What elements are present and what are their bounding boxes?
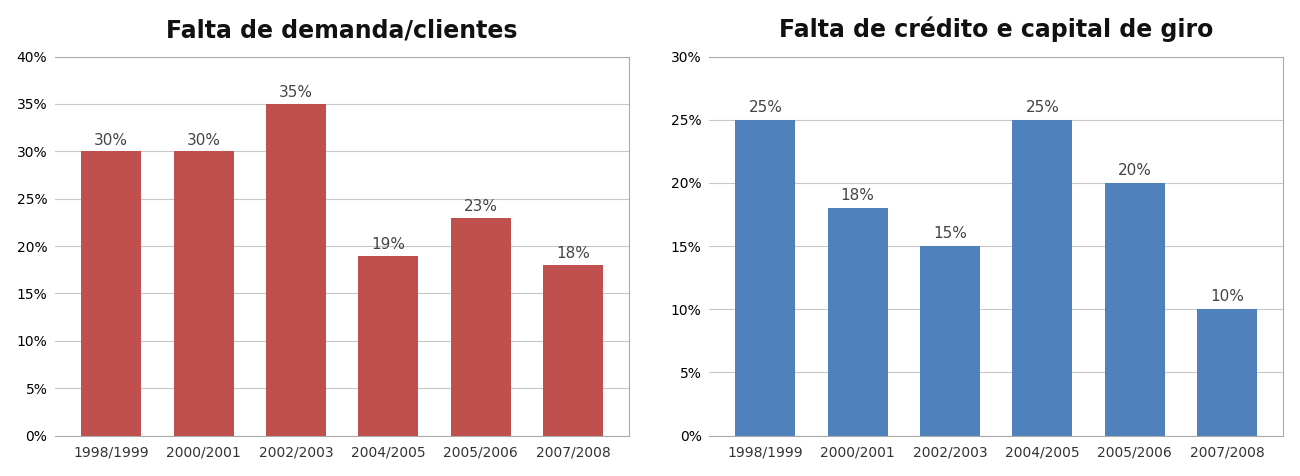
Bar — [266, 104, 326, 436]
Text: 20%: 20% — [1118, 163, 1152, 178]
Bar — [1197, 309, 1257, 436]
Bar — [736, 120, 796, 436]
Title: Falta de demanda/clientes: Falta de demanda/clientes — [166, 18, 517, 42]
Text: 25%: 25% — [749, 100, 783, 115]
Text: 10%: 10% — [1210, 289, 1244, 304]
Text: 25%: 25% — [1026, 100, 1060, 115]
Text: 19%: 19% — [372, 237, 406, 252]
Bar — [1105, 183, 1165, 436]
Bar — [1013, 120, 1072, 436]
Text: 30%: 30% — [186, 133, 221, 148]
Text: 35%: 35% — [280, 85, 313, 100]
Text: 15%: 15% — [933, 226, 967, 241]
Text: 30%: 30% — [94, 133, 129, 148]
Text: 18%: 18% — [556, 246, 590, 261]
Bar — [81, 151, 142, 436]
Bar — [173, 151, 234, 436]
Bar — [451, 218, 511, 436]
Bar — [828, 208, 888, 436]
Bar — [920, 246, 980, 436]
Bar — [543, 265, 603, 436]
Text: 23%: 23% — [464, 199, 498, 214]
Title: Falta de crédito e capital de giro: Falta de crédito e capital de giro — [779, 17, 1213, 42]
Text: 18%: 18% — [841, 188, 875, 203]
Bar — [359, 256, 419, 436]
